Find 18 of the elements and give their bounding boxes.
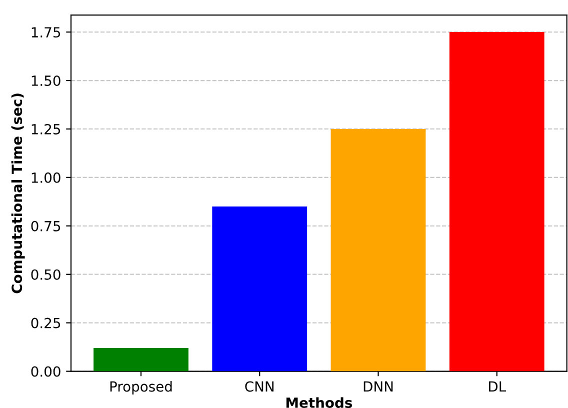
y-tick-label: 1.00: [32, 172, 60, 183]
bar: [94, 348, 188, 372]
x-axis-title: Methods: [286, 397, 352, 408]
y-tick-label: 0.75: [31, 220, 60, 232]
x-tick-label: Proposed: [110, 381, 172, 394]
y-tick-label: 1.50: [32, 75, 60, 86]
y-tick-label: 0.25: [31, 318, 60, 328]
bar: [212, 206, 308, 372]
bar: [449, 32, 544, 372]
x-tick-label: DNN: [364, 381, 393, 392]
y-tick-label: 1.25: [32, 124, 60, 134]
y-tick-label: 0.00: [31, 366, 60, 377]
x-tick-label: DL: [489, 381, 506, 392]
y-tick-label: 0.50: [31, 269, 60, 280]
y-tick-label: 1.75: [32, 27, 60, 38]
bar: [330, 128, 426, 372]
y-axis-title: Computational Time (sec): [11, 94, 25, 294]
x-tick-label: CNN: [245, 381, 274, 392]
